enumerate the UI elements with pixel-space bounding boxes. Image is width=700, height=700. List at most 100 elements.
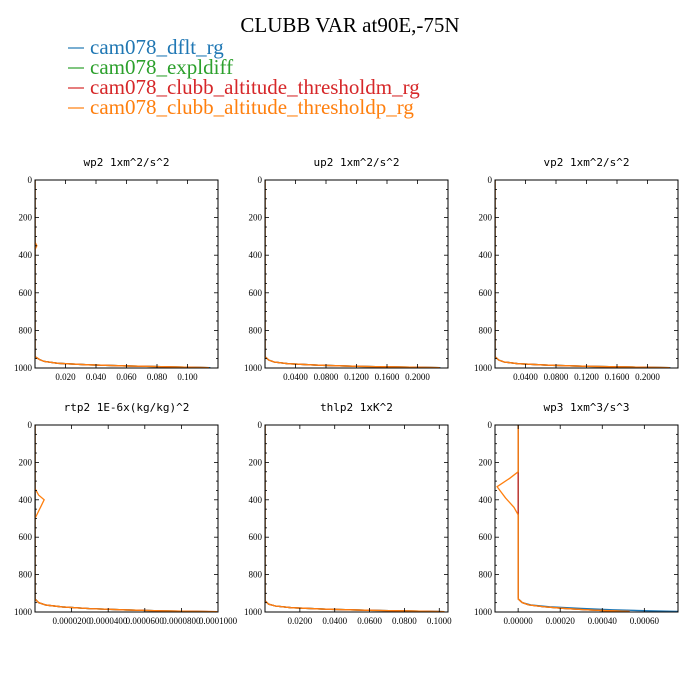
panel-4-title: rtp2 1E-6x(kg/kg)^2 xyxy=(64,401,190,414)
panel-6-series-2 xyxy=(517,425,628,612)
panel-3-title: vp2 1xm^2/s^2 xyxy=(543,156,629,169)
panel-2-xtick-label-4: 0.2000 xyxy=(405,372,430,382)
panel-6-frame xyxy=(494,424,679,613)
panel-1-ytick-label-4: 800 xyxy=(19,325,33,335)
panel-1-series-2 xyxy=(35,180,208,368)
panel-6: wp3 1xm^3/s^3 0 200 400 600 800 1000 0.00000 0.0… xyxy=(474,401,679,626)
panel-6-title: wp3 1xm^3/s^3 xyxy=(543,401,629,414)
panel-2-ytick-label-0: 0 xyxy=(258,175,263,185)
panel-5-ytick-label-0: 0 xyxy=(258,420,263,430)
panel-4-xtick-label-0: 0.0000200 xyxy=(52,616,91,626)
panel-4-ytick-label-0: 0 xyxy=(28,420,33,430)
panel-2-xtick-label-2: 0.1200 xyxy=(344,372,369,382)
panel-2-series-4 xyxy=(265,180,440,368)
panel-2-xtick-label-3: 0.1600 xyxy=(375,372,400,382)
panel-6-ytick-label-3: 600 xyxy=(479,532,493,542)
panel-5-series-2 xyxy=(265,425,443,612)
panel-1-series-1 xyxy=(35,180,211,368)
panel-2-ytick-label-5: 1000 xyxy=(244,363,263,373)
panel-4-ytick-label-2: 400 xyxy=(19,495,33,505)
panel-3-ytick-label-4: 800 xyxy=(479,325,493,335)
panel-1-xtick-label-4: 0.100 xyxy=(177,372,198,382)
panel-6-xtick-label-0: 0.00000 xyxy=(504,616,534,626)
panel-2: up2 1xm^2/s^2 0 200 400 600 800 1000 0.0400 0.08… xyxy=(244,156,449,382)
panel-4-ytick-label-3: 600 xyxy=(19,532,33,542)
panel-5-series-3 xyxy=(265,425,445,612)
panel-6-ytick-label-0: 0 xyxy=(488,420,493,430)
panel-1: wp2 1xm^2/s^2 0 200 400 600 800 1000 0.020 0.040… xyxy=(14,156,219,382)
panel-4-series-2 xyxy=(35,425,209,612)
panel-3-ytick-label-3: 600 xyxy=(479,288,493,298)
panel-4-frame xyxy=(34,424,219,613)
panel-1-xtick-label-3: 0.080 xyxy=(147,372,168,382)
panel-6-ytick-label-4: 800 xyxy=(479,570,493,580)
panel-2-series-1 xyxy=(265,180,441,368)
panel-5: thlp2 1xK^2 0 200 400 600 800 1000 0.0200 0.0400… xyxy=(244,401,452,626)
panel-5-series-4 xyxy=(265,425,445,612)
figure-title: CLUBB VAR at90E,-75N xyxy=(240,13,459,37)
panel-4-xtick-label-2: 0.0000600 xyxy=(126,616,165,626)
panel-5-ytick-label-2: 400 xyxy=(249,495,263,505)
panel-6-series-1 xyxy=(517,425,678,612)
panel-3-ytick-label-0: 0 xyxy=(488,175,493,185)
panel-3-xtick-label-2: 0.1200 xyxy=(574,372,599,382)
legend-entry-4: cam078_clubb_altitude_thresholdp_rg xyxy=(90,95,414,119)
panel-5-ytick-label-3: 600 xyxy=(249,532,263,542)
panel-2-series-3 xyxy=(265,180,440,368)
panel-6-ytick-label-2: 400 xyxy=(479,495,493,505)
panel-5-xtick-label-2: 0.0600 xyxy=(357,616,382,626)
panel-3-xtick-label-1: 0.0800 xyxy=(544,372,569,382)
panel-4-ytick-label-5: 1000 xyxy=(14,607,33,617)
panel-2-xtick-label-0: 0.0400 xyxy=(283,372,308,382)
panel-1-ytick-label-2: 400 xyxy=(19,250,33,260)
panel-4-xtick-label-3: 0.0000800 xyxy=(162,616,201,626)
panel-2-ytick-label-3: 600 xyxy=(249,288,263,298)
panel-5-frame xyxy=(264,424,449,613)
panel-6-series-4 xyxy=(496,425,630,612)
panel-2-title: up2 1xm^2/s^2 xyxy=(313,156,399,169)
panel-6-ytick-label-5: 1000 xyxy=(474,607,493,617)
panel-1-ytick-label-1: 200 xyxy=(19,213,33,223)
legend-entry-2: cam078_expldiff xyxy=(90,55,233,79)
panel-1-ytick-label-3: 600 xyxy=(19,288,33,298)
panel-5-ytick-label-1: 200 xyxy=(249,457,263,467)
panel-3-series-3 xyxy=(495,180,670,368)
panel-2-ytick-label-4: 800 xyxy=(249,325,263,335)
panel-5-xtick-label-1: 0.0400 xyxy=(322,616,347,626)
panel-2-frame xyxy=(264,179,449,369)
panel-5-ytick-label-5: 1000 xyxy=(244,607,263,617)
panel-3-xtick-label-0: 0.0400 xyxy=(513,372,538,382)
legend-entry-1: cam078_dflt_rg xyxy=(90,35,224,59)
panel-1-xtick-label-0: 0.020 xyxy=(55,372,76,382)
panel-6-xtick-label-3: 0.00060 xyxy=(630,616,660,626)
panel-3-series-2 xyxy=(495,180,669,368)
panel-2-xtick-label-1: 0.0800 xyxy=(314,372,339,382)
panel-3: vp2 1xm^2/s^2 0 200 400 600 800 1000 0.0400 0.08… xyxy=(474,156,679,382)
panel-5-ytick-label-4: 800 xyxy=(249,570,263,580)
panel-3-ytick-label-2: 400 xyxy=(479,250,493,260)
panel-4-ytick-label-4: 800 xyxy=(19,570,33,580)
panel-1-ytick-label-0: 0 xyxy=(28,175,33,185)
panel-6-series-3 xyxy=(517,425,630,612)
panel-3-xtick-label-4: 0.2000 xyxy=(635,372,660,382)
panel-3-frame xyxy=(494,179,679,369)
panel-1-series-4 xyxy=(35,180,209,368)
panel-2-ytick-label-2: 400 xyxy=(249,250,263,260)
panel-2-ytick-label-1: 200 xyxy=(249,213,263,223)
panel-4-xtick-label-1: 0.0000400 xyxy=(89,616,128,626)
panel-4-ytick-label-1: 200 xyxy=(19,457,33,467)
panel-1-xtick-label-1: 0.040 xyxy=(86,372,107,382)
panels: wp2 1xm^2/s^2 0 200 400 600 800 1000 0.020 0.040… xyxy=(14,156,679,626)
panel-5-xtick-label-3: 0.0800 xyxy=(392,616,417,626)
panel-3-series-1 xyxy=(495,180,671,368)
panel-6-ytick-label-1: 200 xyxy=(479,457,493,467)
panel-1-ytick-label-5: 1000 xyxy=(14,363,33,373)
panel-6-xtick-label-1: 0.00020 xyxy=(546,616,576,626)
panel-3-xtick-label-3: 0.1600 xyxy=(605,372,630,382)
panel-5-xtick-label-4: 0.1000 xyxy=(427,616,452,626)
panel-5-xtick-label-0: 0.0200 xyxy=(287,616,312,626)
panel-6-xtick-label-2: 0.00040 xyxy=(588,616,618,626)
panel-3-ytick-label-1: 200 xyxy=(479,213,493,223)
